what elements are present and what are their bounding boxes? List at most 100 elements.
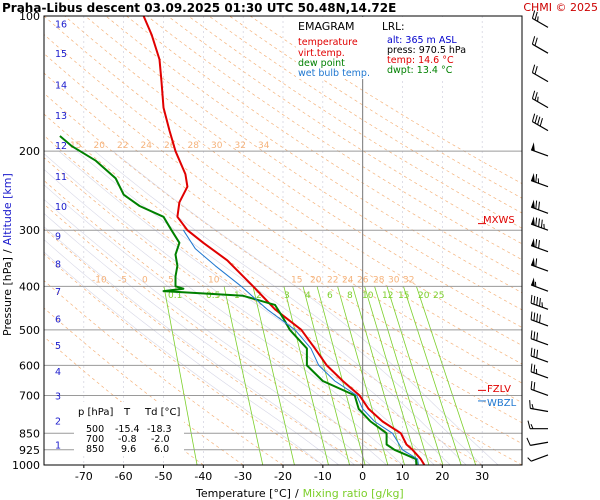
y-axis-title-pressure: Pressure [hPa] [1,257,14,336]
mixing-ratio-label: 20 [418,291,430,301]
dry-adiabat-label: 34 [258,141,270,151]
mixing-ratio-label: 8 [347,291,353,301]
wind-barb-feather [536,296,539,306]
mixing-ratio-label: 12 [382,291,393,301]
wind-barb-staff [530,245,549,253]
copyright: CHMI © 2025 [523,1,598,14]
wind-barb-feather [536,332,539,341]
wind-barb-staff [530,441,549,446]
altitude-tick-label: 6 [55,315,61,326]
dry-adiabat-line [188,16,522,229]
dry-adiabat-label: 26 [164,141,176,151]
wind-barb-feather [537,116,541,125]
wind-barb-feather [539,118,543,127]
wind-barb-feather [533,382,536,391]
mixing-ratio-line [386,286,444,465]
y-tick-label: 850 [19,427,40,440]
levels-table-row-850-t: 9.6 [121,444,136,455]
wind-barb-feather [534,11,538,20]
wind-barb [531,64,549,83]
levels-table-row-700-t: -0.8 [118,434,137,445]
x-tick-label: -60 [115,470,133,483]
wind-barb-staff [530,206,549,214]
wind-barb-feather [530,294,533,304]
dry-adiabat-label: 15 [291,275,302,285]
dry-adiabat-label: 24 [342,275,354,285]
y-axis-title-altitude: Altitude [km] [1,173,14,245]
levels-table-row-700-td: -2.0 [151,434,170,445]
wind-barb-feather [535,200,538,209]
dry-adiabat-line [44,92,522,424]
dry-adiabat-label: 20 [310,275,322,285]
wind-barb-feather [527,420,531,429]
altitude-tick-label: 4 [55,367,61,378]
dry-adiabat-line [44,53,522,384]
wind-barb-feather [531,36,536,45]
altitude-tick-label: 2 [55,416,61,427]
wind-barb-pennant [531,173,535,182]
wind-barb [530,363,549,379]
wind-barb-feather [535,174,538,183]
dry-adiabat-label: 22 [117,141,128,151]
wind-barb-feather [530,347,533,357]
wind-barb [530,238,549,253]
levels-table-row-500-p: 500 [86,424,104,435]
dry-adiabat-line [44,72,522,404]
mixing-ratio-line [283,286,329,465]
legend-item-virt-temp: virt.temp. [298,48,345,59]
wind-barb [531,36,549,54]
x-tick-label: -70 [75,470,93,483]
wind-barb-feather [538,218,540,227]
mxws-label: MXWS [483,215,515,226]
mixing-ratio-label: 25 [433,291,444,301]
legend-box: EMAGRAM temperature virt.temp. dew point… [296,17,376,79]
axis-layer: -70 -60 -50 -40 -30 -20 -10 0 10 20 30100200300400… [12,10,489,483]
lrl-pressure: press: 970.5 hPa [387,45,466,56]
altitude-tick-label: 15 [55,49,67,60]
dry-adiabat-label: 24 [141,141,153,151]
mixing-ratio-line [352,286,405,465]
wind-barb [527,420,548,430]
wind-barb [526,437,549,446]
wind-barb-pennant [531,277,535,287]
y-axis-title: Pressure [hPa] / Altitude [km] [1,173,14,336]
y-tick-label: 600 [19,359,40,372]
wind-barb-feather [539,314,541,323]
lrl-temperature: temp: 14.6 °C [387,55,454,66]
dry-adiabat-label: 28 [373,275,385,285]
wind-barb-feather [537,96,539,102]
altitude-tick-label: 12 [55,141,67,152]
mixing-ratio-line [163,286,198,465]
wind-barb-feather [531,403,534,410]
levels-table-row-850-p: 850 [86,444,104,455]
legend-background [296,17,376,79]
y-tick-label: 100 [19,10,40,23]
mixing-ratio-label: 0.1 [168,291,182,301]
wind-barb [530,257,549,272]
x-tick-label: 10 [396,470,410,483]
levels-table-row-850-td: 6.0 [154,444,169,455]
wind-barb-feather [537,16,539,22]
wind-barb-feather [527,457,532,462]
dry-adiabat-line [44,336,204,465]
wind-barb-feather [530,363,533,372]
legend-item-wet-bulb: wet bulb temp. [298,68,370,79]
mixing-ratio-line [374,286,430,465]
x-tick-label: -50 [155,470,173,483]
wind-barb-feather [540,219,543,228]
x-axis-title-mixing-ratio: Mixing ratio [g/kg] [303,487,404,500]
wind-barb [530,216,549,231]
wind-barb [530,381,549,397]
wind-barb [531,10,549,28]
dry-adiabat-line [208,16,522,214]
y-tick-label: 400 [19,280,40,293]
altitude-tick-label: 5 [55,341,61,352]
wind-barb-feather [526,437,531,446]
mixing-ratio-line [316,286,366,465]
wind-barb-feather [530,381,533,390]
x-tick-label: -20 [274,470,292,483]
wind-barb [530,347,549,363]
x-tick-label: 0 [359,470,366,483]
wind-barb-feather [529,400,531,409]
wind-barb-feather [534,37,538,46]
